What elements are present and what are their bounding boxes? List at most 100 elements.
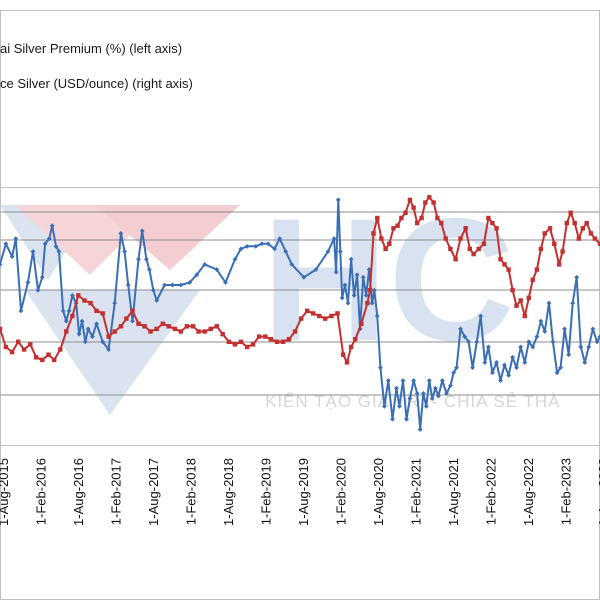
data-point bbox=[178, 282, 184, 288]
data-point bbox=[226, 339, 232, 344]
data-point bbox=[301, 274, 307, 280]
data-point bbox=[70, 313, 75, 319]
data-point bbox=[478, 313, 484, 319]
data-point bbox=[470, 365, 476, 370]
data-point bbox=[592, 236, 598, 241]
data-point bbox=[283, 249, 289, 254]
data-point bbox=[572, 220, 577, 226]
data-point bbox=[586, 344, 592, 350]
gridlines bbox=[0, 211, 600, 396]
legend-label-premium: ai Silver Premium (%) (left axis) bbox=[0, 41, 182, 56]
data-point bbox=[363, 292, 369, 298]
data-point bbox=[214, 267, 220, 272]
data-point bbox=[344, 360, 350, 365]
data-point bbox=[395, 223, 400, 228]
data-point bbox=[56, 249, 62, 254]
data-point bbox=[329, 313, 334, 319]
data-point bbox=[429, 396, 435, 401]
data-point bbox=[359, 321, 364, 326]
data-point bbox=[383, 246, 388, 252]
data-point bbox=[305, 308, 310, 313]
data-point bbox=[112, 329, 117, 334]
data-point bbox=[238, 339, 244, 344]
series-layer bbox=[0, 195, 600, 432]
data-point bbox=[411, 378, 417, 383]
data-point bbox=[118, 324, 124, 329]
data-point bbox=[404, 416, 409, 422]
data-point bbox=[0, 262, 3, 267]
data-point bbox=[18, 308, 24, 314]
data-point bbox=[365, 300, 370, 306]
data-point bbox=[142, 324, 147, 329]
data-point bbox=[60, 308, 66, 314]
data-point bbox=[554, 370, 560, 376]
data-point bbox=[534, 267, 540, 272]
data-point bbox=[594, 339, 600, 345]
x-axis-ticks: 1-Aug-2015 1-Feb-2016 1-Aug-2016 1-Feb-2017… bbox=[0, 458, 600, 526]
data-point bbox=[154, 298, 160, 303]
data-point bbox=[435, 393, 441, 399]
data-point bbox=[79, 318, 85, 324]
data-point bbox=[378, 365, 383, 370]
data-point bbox=[341, 352, 346, 357]
data-point bbox=[333, 269, 339, 275]
data-point bbox=[506, 267, 511, 272]
data-point bbox=[63, 318, 69, 324]
data-point bbox=[494, 226, 499, 231]
data-point bbox=[46, 236, 52, 241]
data-point bbox=[250, 342, 256, 347]
data-point bbox=[411, 205, 416, 210]
data-point bbox=[49, 223, 55, 229]
data-point bbox=[448, 246, 453, 252]
data-point bbox=[482, 360, 488, 365]
data-point bbox=[367, 288, 373, 293]
data-point bbox=[244, 344, 250, 350]
data-point bbox=[584, 220, 589, 226]
data-point bbox=[317, 313, 322, 319]
data-point bbox=[597, 241, 600, 246]
watermark-tagline: KIẾN TẠO GIÁ TRỊ - CHIA SẺ THÀ bbox=[265, 392, 560, 411]
data-point bbox=[298, 316, 304, 321]
x-tick-label: 1-Aug-2017 bbox=[146, 458, 161, 526]
data-point bbox=[514, 365, 519, 370]
x-tick-label: 1-Feb-2016 bbox=[34, 458, 49, 525]
data-point bbox=[439, 378, 445, 383]
series-price bbox=[0, 195, 600, 365]
data-point bbox=[40, 357, 45, 363]
data-point bbox=[208, 326, 213, 332]
data-point bbox=[16, 339, 21, 344]
data-point bbox=[471, 251, 476, 257]
data-point bbox=[342, 282, 348, 288]
x-tick-label: 1-Aug-2020 bbox=[371, 458, 386, 526]
data-point bbox=[122, 249, 128, 254]
data-point bbox=[146, 267, 152, 272]
data-point bbox=[136, 321, 141, 326]
data-point bbox=[580, 226, 585, 231]
data-point bbox=[506, 372, 512, 378]
data-point bbox=[582, 360, 588, 365]
data-point bbox=[76, 293, 81, 298]
data-point bbox=[76, 331, 82, 337]
x-tick-label: 1-Aug-2019 bbox=[296, 458, 311, 526]
data-point bbox=[143, 256, 149, 262]
data-point bbox=[82, 339, 88, 345]
data-point bbox=[100, 311, 105, 316]
data-point bbox=[481, 241, 487, 246]
data-point bbox=[112, 300, 118, 306]
data-point bbox=[89, 334, 95, 340]
data-point bbox=[427, 195, 432, 200]
data-point bbox=[64, 329, 69, 334]
data-point bbox=[162, 282, 167, 288]
x-tick-label: 1-Feb-2023 bbox=[559, 458, 574, 525]
data-point bbox=[292, 329, 298, 334]
data-point bbox=[522, 360, 528, 365]
data-point bbox=[337, 249, 343, 254]
watermark-diamond-red-right bbox=[95, 205, 240, 270]
data-point bbox=[3, 241, 9, 247]
data-point bbox=[94, 308, 99, 313]
legend-label-price: ce Silver (USD/ounce) (right axis) bbox=[0, 76, 193, 91]
data-point bbox=[118, 231, 124, 236]
data-point bbox=[566, 352, 572, 358]
data-point bbox=[194, 272, 200, 278]
data-point bbox=[542, 231, 547, 236]
